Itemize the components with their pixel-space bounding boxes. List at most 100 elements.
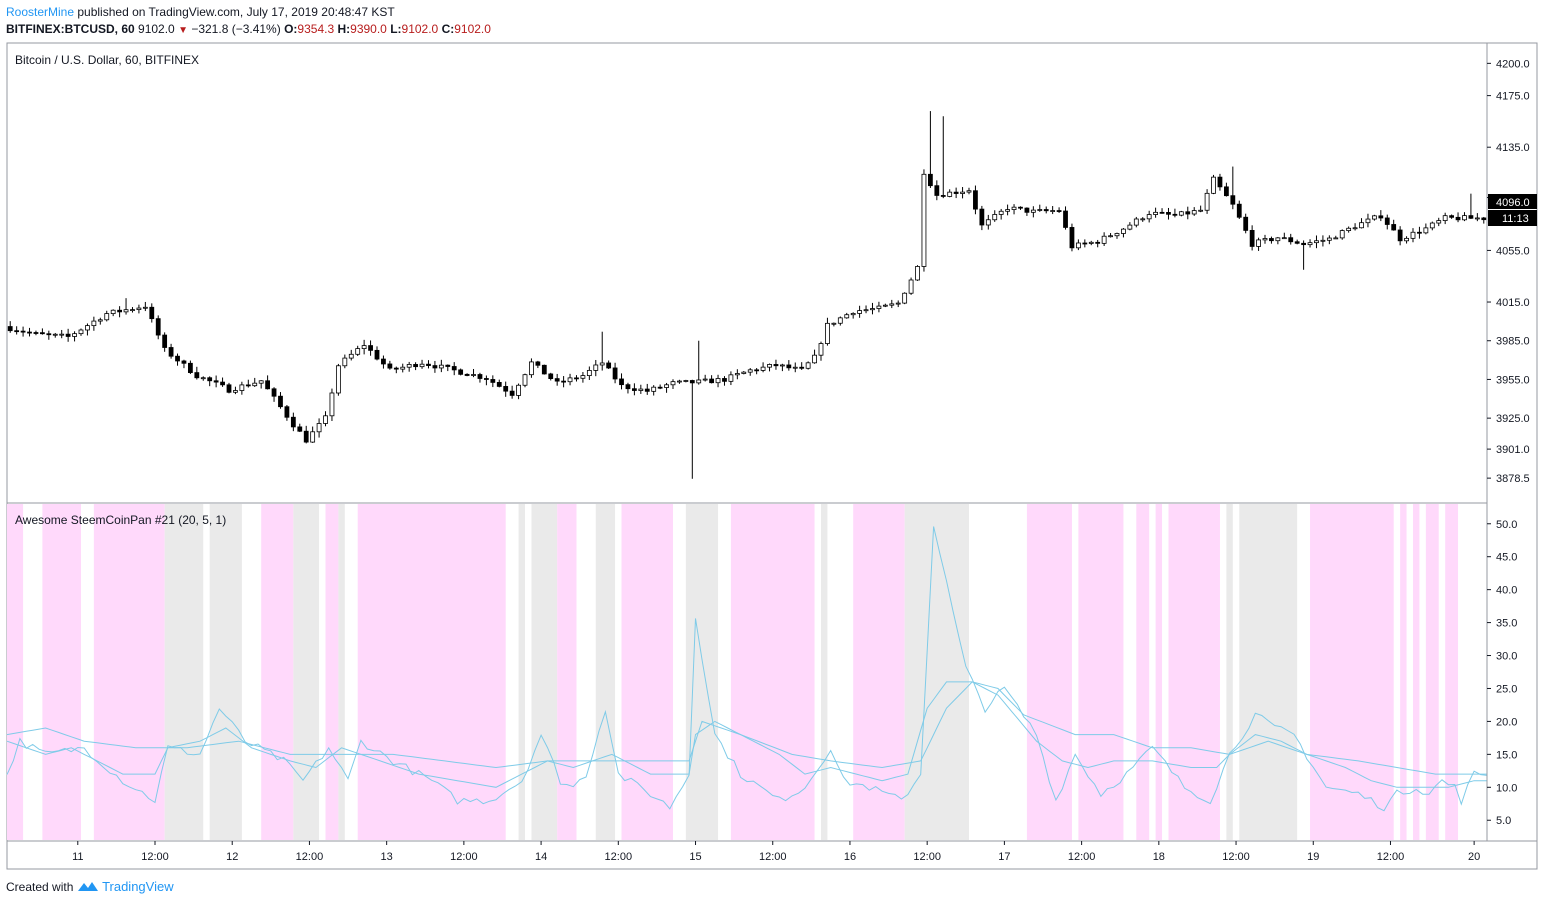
candle	[91, 316, 97, 331]
candle	[458, 368, 464, 376]
indicator-axis[interactable]: 50.0 45.0 40.0 35.0 30.0 25.0 20.0 15.0 10.0 5.0	[1487, 519, 1517, 827]
candle	[451, 362, 457, 376]
candle-body	[348, 353, 354, 359]
candle-body	[522, 374, 528, 386]
candle-body	[940, 195, 946, 197]
candle-body	[741, 371, 747, 374]
candle-body	[1075, 242, 1081, 249]
candle	[760, 362, 766, 373]
time-tick-label: 13	[381, 851, 393, 863]
candle-body	[258, 380, 264, 384]
candle-body	[477, 374, 483, 379]
candle-body	[220, 381, 225, 386]
candle	[1095, 239, 1101, 248]
candle-body	[1243, 216, 1249, 231]
candle	[631, 383, 637, 396]
candle	[1256, 237, 1261, 251]
candle	[59, 329, 65, 339]
candle-body	[458, 369, 464, 375]
candle	[580, 372, 586, 383]
candle	[1230, 166, 1236, 210]
candle-body	[754, 369, 760, 372]
candle	[1417, 226, 1422, 239]
candle-body	[1069, 227, 1075, 249]
time-tick-label: 12:00	[759, 851, 787, 863]
candle	[393, 366, 399, 374]
candle	[619, 373, 624, 390]
author-link[interactable]: RoosterMine	[6, 5, 75, 19]
candle-body	[1172, 213, 1178, 216]
candle	[509, 385, 515, 399]
candle-body	[1223, 186, 1229, 197]
candle	[1481, 216, 1487, 224]
price-tick-label: 3985.0	[1496, 336, 1530, 348]
candle-body	[110, 309, 116, 314]
candle	[342, 354, 348, 369]
candle-body	[14, 330, 20, 333]
candle-body	[1236, 203, 1242, 218]
candle-body	[696, 379, 702, 384]
candle-body	[65, 333, 71, 337]
candle-body	[1275, 237, 1281, 242]
candle	[554, 373, 560, 386]
candle	[535, 360, 541, 369]
candle	[355, 345, 361, 356]
candle	[1037, 204, 1043, 212]
candle-body	[1037, 209, 1043, 211]
candle	[1121, 228, 1126, 238]
candle	[670, 379, 676, 389]
candle	[104, 310, 110, 322]
last-price-label: 4096.0	[1496, 197, 1530, 209]
candle-body	[767, 364, 772, 368]
candle	[1050, 206, 1056, 215]
candle	[606, 360, 612, 370]
candle	[940, 116, 946, 199]
indicator-band-gray	[164, 504, 204, 840]
candle-body	[850, 313, 856, 316]
candle-body	[927, 173, 933, 187]
candles	[7, 111, 1487, 479]
candle-body	[1423, 227, 1429, 234]
high-label: H:	[337, 22, 351, 36]
candle	[754, 368, 760, 375]
tradingview-brand[interactable]: TradingView	[102, 879, 174, 894]
candle-body	[59, 333, 65, 336]
candle-body	[194, 372, 200, 379]
candle-body	[123, 309, 129, 313]
publish-text: published on TradingView.com, July 17, 2…	[74, 5, 395, 19]
candle	[213, 375, 219, 388]
candle-body	[471, 374, 476, 376]
candle	[1423, 223, 1429, 235]
candle	[1462, 212, 1467, 222]
candle	[323, 411, 328, 427]
candle-body	[1153, 211, 1159, 215]
candle	[406, 361, 412, 372]
candle	[683, 379, 689, 383]
candle	[638, 384, 644, 394]
candle-body	[1288, 237, 1294, 243]
candle-body	[393, 367, 399, 370]
time-tick-label: 12:00	[296, 851, 324, 863]
indicator-tick-label: 30.0	[1496, 651, 1517, 663]
candle	[1275, 236, 1281, 245]
candle	[1449, 214, 1455, 219]
candle-body	[136, 307, 142, 310]
time-tick-label: 17	[998, 851, 1010, 863]
candle-body	[664, 384, 669, 388]
candle-body	[162, 334, 168, 348]
indicator-band-pink	[93, 504, 165, 840]
candle-body	[149, 306, 155, 320]
candle-body	[1462, 215, 1467, 221]
candle-body	[335, 365, 341, 394]
candle-body	[1307, 242, 1313, 246]
candle	[52, 332, 58, 338]
candle	[1281, 232, 1287, 240]
candle-body	[1185, 211, 1191, 215]
candle	[1211, 174, 1216, 195]
close-label: C:	[441, 22, 455, 36]
candle-body	[419, 363, 425, 368]
candle	[1223, 182, 1229, 197]
candle-body	[1417, 231, 1422, 234]
time-axis[interactable]: 11 12:00 12 12:00 13 12:00 14 12:00 15 12:00 16 12:…	[72, 841, 1480, 863]
